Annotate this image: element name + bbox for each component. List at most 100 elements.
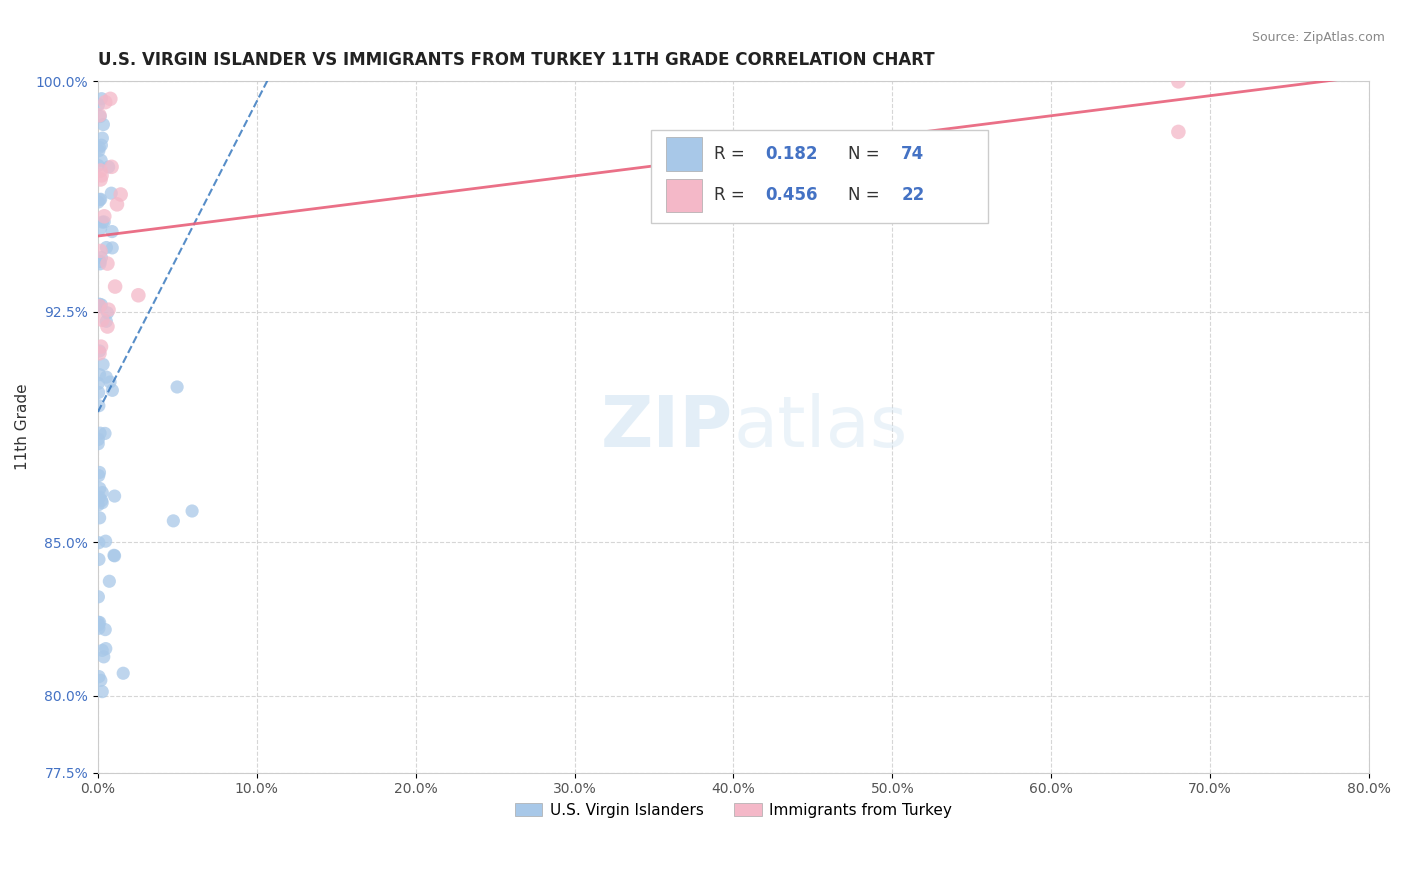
Point <box>87 144 110 158</box>
Point <box>96 314 118 328</box>
Point <box>89 343 111 358</box>
Point <box>91 496 114 510</box>
Point <box>103 549 125 563</box>
Text: R =: R = <box>714 186 751 204</box>
Point <box>93 209 115 223</box>
Point <box>90 251 112 265</box>
Point <box>89 110 111 124</box>
Point <box>87 670 110 684</box>
Point <box>87 194 110 209</box>
Point <box>127 288 149 302</box>
Point <box>96 256 118 270</box>
Text: Source: ZipAtlas.com: Source: ZipAtlas.com <box>1251 31 1385 45</box>
Point <box>94 641 117 656</box>
Point <box>94 95 117 110</box>
Point <box>96 306 118 320</box>
Point <box>96 240 118 254</box>
Point <box>87 590 110 604</box>
Point <box>104 489 127 503</box>
Point <box>89 346 111 360</box>
Point <box>89 511 111 525</box>
Point <box>90 493 112 508</box>
Point <box>1167 125 1189 139</box>
Point <box>87 468 110 483</box>
Point <box>90 221 112 235</box>
Point <box>94 623 117 637</box>
Point <box>87 297 110 311</box>
Point <box>89 254 111 268</box>
Point <box>93 118 115 132</box>
Text: 0.182: 0.182 <box>765 145 818 163</box>
Point <box>112 666 135 681</box>
Point <box>96 370 118 384</box>
Point <box>93 215 115 229</box>
Point <box>87 97 110 112</box>
Point <box>87 399 110 413</box>
Point <box>104 279 127 293</box>
Point <box>91 131 114 145</box>
Point <box>89 140 111 154</box>
Point <box>91 643 114 657</box>
Point <box>97 302 120 317</box>
Point <box>90 169 112 183</box>
Point <box>103 549 125 563</box>
Point <box>87 621 110 635</box>
Point <box>89 299 111 313</box>
Point <box>1167 74 1189 88</box>
Point <box>98 92 121 106</box>
Point <box>87 376 110 391</box>
Text: atlas: atlas <box>734 392 908 461</box>
Point <box>89 490 111 504</box>
Point <box>87 535 110 549</box>
Point <box>101 384 124 398</box>
Point <box>90 153 112 168</box>
Point <box>98 574 121 589</box>
Point <box>87 552 110 566</box>
Point <box>101 241 124 255</box>
Point <box>90 92 112 106</box>
Point <box>94 426 117 441</box>
Point <box>91 358 114 372</box>
Point <box>90 138 112 153</box>
Point <box>105 197 128 211</box>
Point <box>89 244 111 258</box>
Point <box>94 534 117 549</box>
Text: 0.456: 0.456 <box>765 186 818 204</box>
Text: N =: N = <box>848 145 884 163</box>
Point <box>90 340 112 354</box>
Point <box>162 514 184 528</box>
Point <box>166 380 188 394</box>
Y-axis label: 11th Grade: 11th Grade <box>15 384 30 470</box>
Point <box>89 163 111 178</box>
Text: U.S. VIRGIN ISLANDER VS IMMIGRANTS FROM TURKEY 11TH GRADE CORRELATION CHART: U.S. VIRGIN ISLANDER VS IMMIGRANTS FROM … <box>98 51 935 69</box>
Point <box>89 108 111 122</box>
Point <box>87 433 110 447</box>
Point <box>87 385 110 400</box>
Point <box>101 225 124 239</box>
Point <box>96 319 118 334</box>
Text: 74: 74 <box>901 145 925 163</box>
Point <box>87 617 110 632</box>
Text: N =: N = <box>848 186 884 204</box>
Point <box>90 673 112 688</box>
Point <box>100 160 122 174</box>
Text: 22: 22 <box>901 186 925 204</box>
Point <box>87 300 110 314</box>
Point <box>91 684 114 698</box>
Point <box>91 485 114 500</box>
Point <box>89 615 111 630</box>
Legend: U.S. Virgin Islanders, Immigrants from Turkey: U.S. Virgin Islanders, Immigrants from T… <box>509 797 959 824</box>
Point <box>87 615 110 630</box>
Point <box>89 426 111 441</box>
FancyBboxPatch shape <box>651 129 987 223</box>
Point <box>89 368 111 382</box>
Bar <box>666 178 702 212</box>
Text: R =: R = <box>714 145 751 163</box>
Point <box>89 466 111 480</box>
Bar <box>666 137 702 170</box>
Point <box>98 375 121 389</box>
Point <box>91 215 114 229</box>
Point <box>181 504 204 518</box>
Point <box>89 482 111 496</box>
Point <box>89 193 111 207</box>
